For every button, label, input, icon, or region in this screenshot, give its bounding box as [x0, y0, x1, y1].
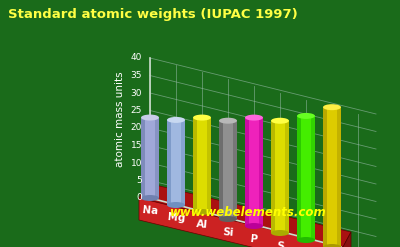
Text: 10: 10 [130, 159, 142, 167]
Polygon shape [139, 198, 343, 247]
Ellipse shape [219, 216, 237, 222]
Bar [337, 107, 341, 247]
Text: 25: 25 [131, 106, 142, 115]
Bar [285, 121, 289, 233]
Bar [245, 118, 263, 226]
Bar [323, 107, 341, 247]
Ellipse shape [323, 244, 341, 247]
Bar [259, 118, 263, 226]
Polygon shape [139, 183, 351, 247]
Bar [271, 121, 275, 233]
Text: 30: 30 [130, 88, 142, 98]
Ellipse shape [167, 117, 185, 123]
Ellipse shape [297, 113, 315, 119]
Text: Na: Na [142, 205, 158, 217]
Text: 40: 40 [131, 54, 142, 62]
Bar [141, 118, 145, 198]
Ellipse shape [219, 118, 237, 124]
Ellipse shape [167, 202, 185, 208]
Bar [297, 116, 301, 240]
Bar [297, 116, 315, 240]
Text: 15: 15 [130, 141, 142, 150]
Bar [311, 116, 315, 240]
Bar [181, 120, 185, 205]
Text: 0: 0 [136, 193, 142, 203]
Ellipse shape [323, 104, 341, 110]
Polygon shape [343, 232, 351, 247]
Bar [193, 118, 197, 212]
Bar [167, 120, 185, 205]
Bar [207, 118, 211, 212]
Bar [219, 121, 223, 219]
Bar [245, 118, 249, 226]
Text: www.webelements.com: www.webelements.com [170, 206, 326, 219]
Bar [271, 121, 289, 233]
Ellipse shape [271, 230, 289, 236]
Bar [155, 118, 159, 198]
Text: 5: 5 [136, 176, 142, 185]
Ellipse shape [245, 115, 263, 121]
Ellipse shape [193, 209, 211, 215]
Bar [167, 120, 171, 205]
Bar [193, 118, 211, 212]
Bar [233, 121, 237, 219]
Text: Standard atomic weights (IUPAC 1997): Standard atomic weights (IUPAC 1997) [8, 8, 298, 21]
Text: S: S [276, 241, 284, 247]
Text: Al: Al [196, 220, 208, 230]
Bar [141, 118, 159, 198]
Text: 20: 20 [131, 124, 142, 132]
Ellipse shape [141, 195, 159, 201]
Ellipse shape [245, 223, 263, 229]
Text: Mg: Mg [167, 212, 185, 224]
Text: atomic mass units: atomic mass units [115, 71, 125, 167]
Ellipse shape [193, 115, 211, 121]
Ellipse shape [271, 118, 289, 124]
Ellipse shape [141, 115, 159, 121]
Text: Si: Si [222, 226, 234, 237]
Bar [323, 107, 327, 247]
Ellipse shape [297, 237, 315, 243]
Text: P: P [250, 234, 258, 244]
Text: 35: 35 [130, 71, 142, 80]
Bar [219, 121, 237, 219]
